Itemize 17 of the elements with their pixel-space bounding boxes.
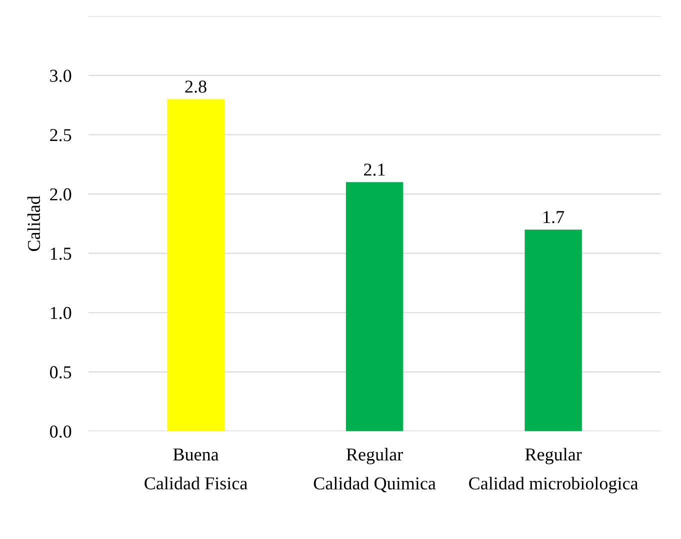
x-tick-label: Regular Calidad microbiologica: [469, 448, 638, 494]
bar: [167, 99, 224, 432]
y-tick-label: 2.0: [50, 188, 72, 201]
y-axis-title: Calidad: [27, 196, 40, 252]
y-tick-label: 0.5: [50, 366, 72, 378]
x-tick-label: Buena Calidad Fisica: [144, 448, 248, 490]
y-tick-label: 1.5: [50, 248, 72, 260]
y-tick-label: 3.0: [50, 70, 72, 82]
data-label: 1.7: [544, 211, 564, 224]
x-tick-label: Regular Calidad Quimica: [314, 448, 436, 492]
y-tick-label: 1.0: [50, 306, 72, 320]
data-label: 2.8: [185, 80, 206, 93]
bar: [346, 182, 404, 432]
bar: [524, 230, 582, 432]
y-tick-label: 0.0: [50, 425, 72, 438]
y-tick-label: 2.5: [50, 129, 72, 142]
data-label: 2.1: [364, 164, 385, 176]
